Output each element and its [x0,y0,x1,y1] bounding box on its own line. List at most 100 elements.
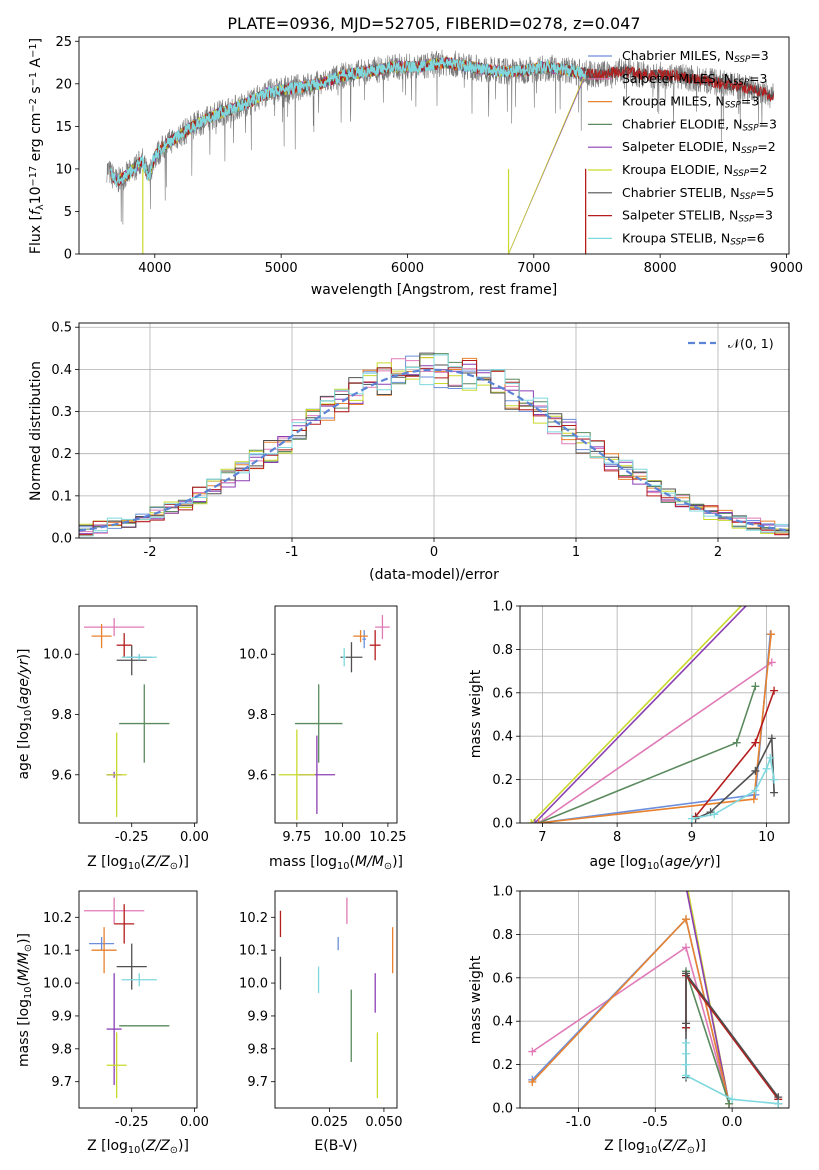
panel-age_vs_mass: 9.75 10.00 10.25 9.6 9.8 10.0 [239,605,407,845]
x-tick-label: 9000 [770,261,803,276]
y-tick-label: 10.1 [43,944,72,959]
y-tick-label: 0.2 [492,1058,513,1073]
legend-entry-kroupa_elodie: Kroupa ELODIE, NSSP=2 [622,162,767,179]
plots: 4000 5000 6000 7000 8000 90000510152025Chabri… [16,35,803,1156]
series-salpeter_miles [531,946,730,1104]
y-tick-label: 10.0 [43,648,72,663]
y-tick-label: 20 [55,77,72,92]
axes-frame [78,890,198,1109]
marker-salpeter_miles [528,1047,537,1056]
gaussian-curve [79,368,789,532]
marker-chabrier_stelib [767,734,776,743]
x-tick-label: -2 [144,545,157,560]
marker-kroupa_stelib [682,1071,691,1080]
series-salpeter_miles [538,661,773,823]
axes-frame [274,890,398,1109]
marker-salpeter_miles [767,658,776,667]
panel-weight_vs_age: 7 8 9 10 0.0 0.2 0.4 0.6 0.8 1.0 [492,591,790,845]
marker-chabrier_stelib [682,969,691,978]
marker-kroupa_stelib [762,764,771,773]
axes-frame [519,890,790,1109]
x-axis-label: wavelength [Angstrom, rest frame] [311,282,557,298]
y-tick-label: 0.0 [492,817,513,832]
y-tick-label: 0 [64,248,72,263]
panel-age_vs_Z: -0.25 0.00 9.6 9.8 10.0 [43,605,209,845]
y-tick-label: 1.0 [492,885,513,900]
x-tick-label: 9.75 [282,830,311,845]
y-axis-label: mass [log10(M/M⊙)] [16,933,34,1067]
series-chabrier_miles [538,634,772,823]
y-tick-label: 10 [55,162,72,177]
y-axis-label: Normed distribution [28,361,44,501]
marker-kroupa_miles [767,630,776,639]
x-tick-label: 8000 [644,261,677,276]
panel-weight_vs_Z: -1.0 -0.5 0.0 0.0 0.2 0.4 0.6 0.8 1.0 [492,876,790,1130]
y-axis-label: age [log10(age/yr)] [16,648,34,779]
marker-kroupa_elodie [748,591,756,599]
marker-kroupa_stelib [682,1060,691,1069]
model-kroupa_elodie [110,57,586,254]
marker-chabrier_stelib [682,1019,691,1028]
series-kroupa_elodie [530,606,743,823]
x-tick-label: 0.0 [722,1115,743,1130]
y-tick-label: 0.1 [51,489,72,504]
marker-chabrier_elodie [725,1099,734,1108]
marker-kroupa_stelib [710,810,719,819]
plot-area [278,615,390,820]
marker-kroupa_stelib [728,1095,737,1104]
x-tick-label: 10 [758,830,775,845]
legend-label-gaussian: 𝒩(0, 1) [728,336,774,351]
y-tick-label: 0.6 [492,686,513,701]
y-tick-label: 0.2 [51,447,72,462]
y-tick-label: 5 [64,205,72,220]
y-tick-label: 9.6 [51,768,72,783]
y-axis-label: Flux [fλ10−17 erg cm−2 s−1 A−1] [28,38,46,254]
axes-frame [519,605,790,824]
legend-entry-kroupa_stelib: Kroupa STELIB, NSSP=6 [622,230,765,247]
x-tick-label: 6000 [391,261,424,276]
y-tick-label: 10.0 [239,977,268,992]
x-tick-label: 8 [613,830,621,845]
marker-salpeter_elodie [530,819,539,823]
y-tick-label: 0.5 [51,321,72,336]
y-tick-label: 25 [55,35,72,50]
x-axis-label: Z [log10(Z/Z⊙)] [87,854,189,872]
observed-spectrum [106,49,775,225]
y-tick-label: 0.8 [492,928,513,943]
panel-residuals: -2 -1 0 1 2 0.0 0.1 0.2 0.3 0.4 0.5 𝒩(0, 1) [51,321,790,560]
y-tick-label: 0.6 [492,971,513,986]
x-tick-label: 10.25 [369,830,406,845]
x-axis-label: E(B-V) [314,1138,357,1154]
marker-kroupa_stelib [751,786,760,795]
x-tick-label: 7000 [517,261,550,276]
marker-salpeter_stelib [751,738,760,747]
marker-kroupa_stelib [766,753,775,762]
panel-spectrum: 4000 5000 6000 7000 8000 9000 0 5 10 15 20 25 Chabri… [55,35,803,276]
marker-chabrier_stelib [770,788,779,797]
y-axis-label: mass weight [468,955,484,1044]
marker-kroupa_elodie [527,819,536,823]
x-tick-label: 5000 [265,261,298,276]
marker-kroupa_stelib [682,1038,691,1047]
legend-entry-kroupa_miles: Kroupa MILES, NSSP=3 [622,94,759,111]
x-tick-label: 0 [430,545,438,560]
axes-frame [274,605,398,824]
x-tick-label: -1 [286,545,299,560]
marker-kroupa_elodie [682,876,690,884]
y-tick-label: 10.2 [239,911,268,926]
legend-entry-chabrier_stelib: Chabrier STELIB, NSSP=5 [622,185,774,202]
x-tick-label: -0.25 [115,830,149,845]
hist-kroupa_stelib [79,354,789,537]
x-tick-label: 7 [538,830,546,845]
x-tick-label: 0.050 [365,1115,402,1130]
x-axis-label: Z [log10(Z/Z⊙)] [87,1138,189,1156]
plot-area [84,618,170,817]
y-tick-label: 0.4 [492,730,513,745]
marker-kroupa_stelib [682,1049,691,1058]
panel-mass_vs_ebv: 0.025 0.050 9.7 9.8 9.9 10.0 10.1 10.2 [239,890,403,1130]
marker-chabrier_elodie [732,738,741,747]
y-tick-label: 0.8 [492,643,513,658]
y-tick-label: 9.7 [51,1075,72,1090]
legend-entry-salpeter_elodie: Salpeter ELODIE, NSSP=2 [622,139,776,156]
legend-entry-salpeter_stelib: Salpeter STELIB, NSSP=3 [622,208,773,225]
